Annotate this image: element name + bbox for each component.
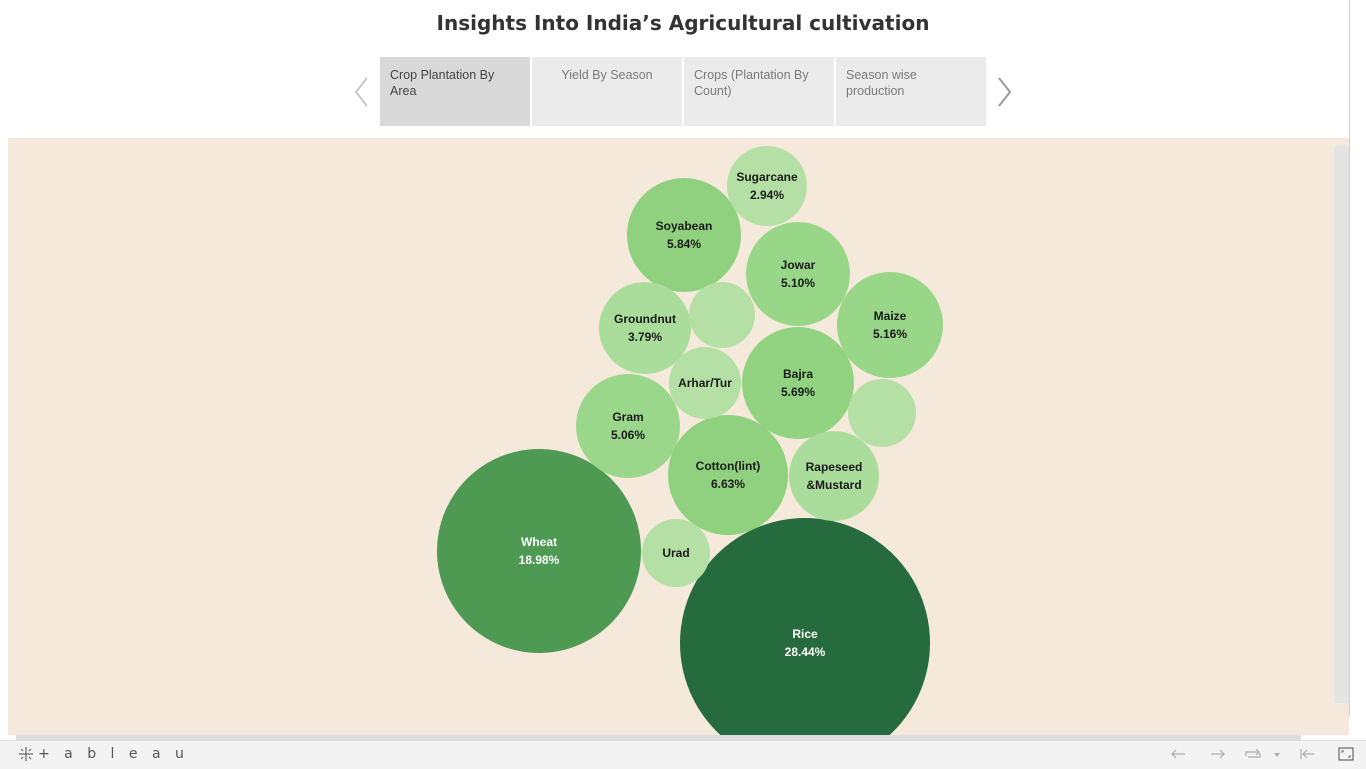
story-point-label: Crop Plantation By Area [390,68,495,98]
tableau-logo[interactable]: + a b l e a u [18,745,189,763]
bubble-value-label: 5.10% [781,276,815,290]
bubble-wheat[interactable] [437,449,641,653]
story-navigator: Crop Plantation By Area Yield By Season … [380,57,986,126]
bubble-name-label: Cotton(lint) [696,459,761,473]
bubble-name-label: &Mustard [806,478,861,492]
full-screen-button[interactable] [1336,745,1356,763]
bubble-value-label: 5.84% [667,237,701,251]
story-point-label: Yield By Season [561,68,653,82]
chevron-right-icon [998,77,1012,107]
bubble-value-label: 6.63% [711,477,745,491]
revert-button[interactable] [1242,745,1284,763]
redo-button[interactable] [1208,745,1228,763]
tableau-plus-icon [19,747,33,761]
bubble-chart-area: Rice 28.44% Wheat 18.98% Cotton(lint) 6.63% So… [8,138,1349,735]
bubble-unlabeled[interactable] [848,379,916,447]
story-point-yield-by-season[interactable]: Yield By Season [532,57,682,126]
bubble-urad[interactable] [642,519,710,587]
bubble-maize[interactable] [837,272,943,378]
chevron-left-icon [354,77,368,107]
bubble-value-label: 5.06% [611,428,645,442]
bubble-cotton-lint-[interactable] [668,415,788,535]
bubble-name-label: Rice [792,627,818,641]
bubble-name-label: Soyabean [656,219,713,233]
undo-button[interactable] [1168,745,1188,763]
bubble-value-label: 28.44% [785,645,826,659]
bubble-value-label: 5.69% [781,385,815,399]
bubble-unlabeled[interactable] [689,282,755,348]
bubble-name-label: Jowar [781,258,816,272]
bubble-rapeseed-mustard[interactable] [789,431,879,521]
bubble-soyabean[interactable] [627,178,741,292]
story-title: Insights Into India’s Agricultural culti… [436,11,930,35]
previous-story-point-button[interactable] [352,74,372,110]
story-point-crops-plantation-by-count[interactable]: Crops (Plantation By Count) [684,57,834,126]
bubble-name-label: Sugarcane [736,170,798,184]
bubble-value-label: 18.98% [519,553,560,567]
tableau-toolbar [0,740,1366,769]
bubble-bajra[interactable] [742,327,854,439]
bubble-jowar[interactable] [746,222,850,326]
window-edge [1349,0,1366,716]
story-point-label: Season wise production [846,68,917,98]
bubble-name-label: Bajra [783,367,813,381]
story-point-crop-plantation-by-area[interactable]: Crop Plantation By Area [380,57,530,126]
story-point-season-wise-production[interactable]: Season wise production [836,57,986,126]
story-point-label: Crops (Plantation By Count) [694,68,809,98]
bubble-value-label: 5.16% [873,327,907,341]
bubble-name-label: Arhar/Tur [678,376,732,390]
bubble-name-label: Rapeseed [806,460,863,474]
reset-button[interactable] [1297,745,1317,763]
arrow-right-icon [1211,749,1225,759]
horizontal-scrollbar[interactable] [16,735,1301,740]
bubble-name-label: Gram [612,410,643,424]
vertical-scrollbar[interactable] [1334,146,1349,703]
next-story-point-button[interactable] [994,74,1014,110]
arrow-left-icon [1171,749,1185,759]
revert-dropdown-icon [1245,748,1280,758]
bubble-value-label: 2.94% [750,188,784,202]
bubble-name-label: Groundnut [614,312,676,326]
bubble-arhar-tur[interactable] [669,347,741,419]
bubble-name-label: Maize [874,309,907,323]
bubble-sugarcane[interactable] [727,146,807,226]
bubble-chart: Rice 28.44% Wheat 18.98% Cotton(lint) 6.63% So… [437,146,943,735]
tableau-wordmark: + a b l e a u [38,746,189,762]
bubble-groundnut[interactable] [599,282,691,374]
bubble-gram[interactable] [576,374,680,478]
bubble-name-label: Wheat [521,535,557,549]
full-screen-icon [1338,747,1354,761]
bubble-value-label: 3.79% [628,330,662,344]
reset-icon [1300,749,1314,759]
bubble-name-label: Urad [662,546,689,560]
bubble-rice[interactable] [680,518,930,735]
